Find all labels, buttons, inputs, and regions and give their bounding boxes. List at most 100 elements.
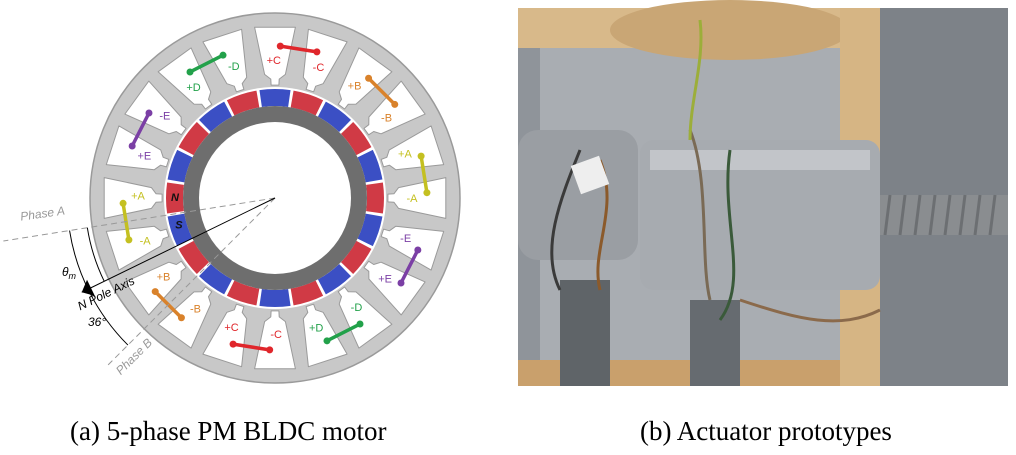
magnet-label: S bbox=[175, 219, 183, 231]
coil-terminal bbox=[177, 314, 185, 322]
coil-terminal bbox=[313, 48, 321, 56]
coil bbox=[325, 322, 362, 343]
slot bbox=[157, 286, 213, 349]
angle-label: 36° bbox=[88, 315, 106, 329]
coil-label: -E bbox=[400, 233, 411, 245]
slot bbox=[105, 225, 170, 271]
coil bbox=[188, 53, 225, 74]
slot bbox=[363, 80, 426, 136]
coil-terminal bbox=[145, 109, 153, 117]
highlight bbox=[650, 150, 870, 170]
magnet bbox=[178, 122, 210, 156]
coil-label: -D bbox=[228, 61, 240, 73]
coil-terminal bbox=[186, 68, 194, 76]
phase-a-line bbox=[3, 197, 276, 242]
screw bbox=[880, 195, 1008, 235]
coil-terminal bbox=[266, 346, 274, 354]
actuator-photo bbox=[518, 0, 1008, 386]
magnet bbox=[259, 88, 291, 107]
coil-terminal bbox=[365, 74, 373, 82]
coil-label: -C bbox=[270, 329, 282, 341]
angle-arc bbox=[69, 230, 129, 346]
magnet bbox=[226, 90, 260, 116]
connector-mid bbox=[690, 300, 740, 386]
slot bbox=[302, 303, 348, 368]
slot bbox=[380, 125, 445, 171]
coil-label: -B bbox=[190, 303, 201, 315]
coil-terminal bbox=[119, 199, 127, 207]
phase-a-label: Phase A bbox=[19, 204, 65, 224]
pole-axis bbox=[81, 197, 276, 293]
coil-label: +E bbox=[378, 273, 392, 285]
magnet bbox=[340, 122, 372, 156]
slot bbox=[302, 28, 348, 93]
coil-terminal bbox=[391, 100, 399, 108]
slot bbox=[105, 125, 170, 171]
magnet bbox=[167, 149, 193, 183]
theta-label: θm bbox=[62, 265, 77, 281]
magnet bbox=[166, 182, 184, 214]
coil-label: -D bbox=[351, 302, 363, 314]
magnet bbox=[357, 213, 383, 247]
coil bbox=[399, 248, 420, 285]
coil-label: +D bbox=[309, 323, 323, 335]
slot bbox=[254, 310, 296, 370]
magnet bbox=[340, 240, 372, 274]
theta-sub: m bbox=[69, 271, 77, 281]
slot bbox=[124, 260, 187, 316]
slot bbox=[124, 80, 187, 136]
coil-label: +C bbox=[224, 322, 238, 334]
coil-label: +E bbox=[137, 151, 151, 163]
coil-label: +A bbox=[131, 191, 145, 203]
coil-terminal bbox=[276, 42, 284, 50]
coil bbox=[130, 111, 151, 148]
magnet bbox=[357, 149, 383, 183]
slot bbox=[387, 177, 447, 219]
slot bbox=[157, 47, 213, 110]
coil-label: +B bbox=[157, 271, 171, 283]
coil-label: -B bbox=[381, 112, 392, 124]
connector-left bbox=[560, 280, 610, 386]
motor-diagram: S N +C -C +B -B +A -A -E +E -D +D -C +C -B +B -A +A +E -E +D… bbox=[3, 12, 461, 384]
magnet bbox=[290, 90, 324, 116]
coil-label: -A bbox=[140, 235, 152, 247]
caption: (b) Actuator prototypes bbox=[640, 416, 892, 446]
coil bbox=[278, 44, 319, 54]
magnet bbox=[259, 289, 291, 307]
coil-label: -A bbox=[406, 193, 418, 205]
magnet bbox=[290, 280, 324, 306]
sticker bbox=[570, 155, 610, 195]
magnet bbox=[317, 101, 351, 133]
caption: (a) 5-phase PM BLDC motor bbox=[70, 416, 386, 446]
slot bbox=[202, 28, 248, 93]
phase-b-line bbox=[104, 197, 276, 369]
magnet bbox=[317, 263, 351, 295]
coil-terminal bbox=[151, 288, 159, 296]
magnet bbox=[199, 101, 233, 133]
magnet-label: N bbox=[171, 192, 180, 204]
coil-terminal bbox=[219, 51, 227, 59]
slot bbox=[337, 286, 393, 349]
slot bbox=[103, 177, 163, 219]
slot bbox=[254, 26, 296, 86]
coil-label: +B bbox=[348, 80, 362, 92]
slot bbox=[202, 303, 248, 368]
theta-arc bbox=[86, 227, 105, 282]
magnet bbox=[226, 280, 260, 306]
coil bbox=[231, 342, 272, 352]
coil bbox=[419, 154, 429, 195]
coil-label: +C bbox=[267, 55, 281, 67]
slot bbox=[363, 260, 426, 316]
coil-terminal bbox=[417, 152, 425, 160]
coil-label: -C bbox=[313, 62, 325, 74]
arrow-head bbox=[81, 279, 95, 296]
coil-label: -E bbox=[159, 110, 170, 122]
coil-terminal bbox=[128, 142, 136, 150]
slot bbox=[337, 47, 393, 110]
theta: θ bbox=[62, 265, 69, 279]
magnet bbox=[167, 213, 193, 247]
coil-terminal bbox=[356, 320, 364, 328]
coil-terminal bbox=[397, 279, 405, 287]
magnet bbox=[178, 240, 210, 274]
